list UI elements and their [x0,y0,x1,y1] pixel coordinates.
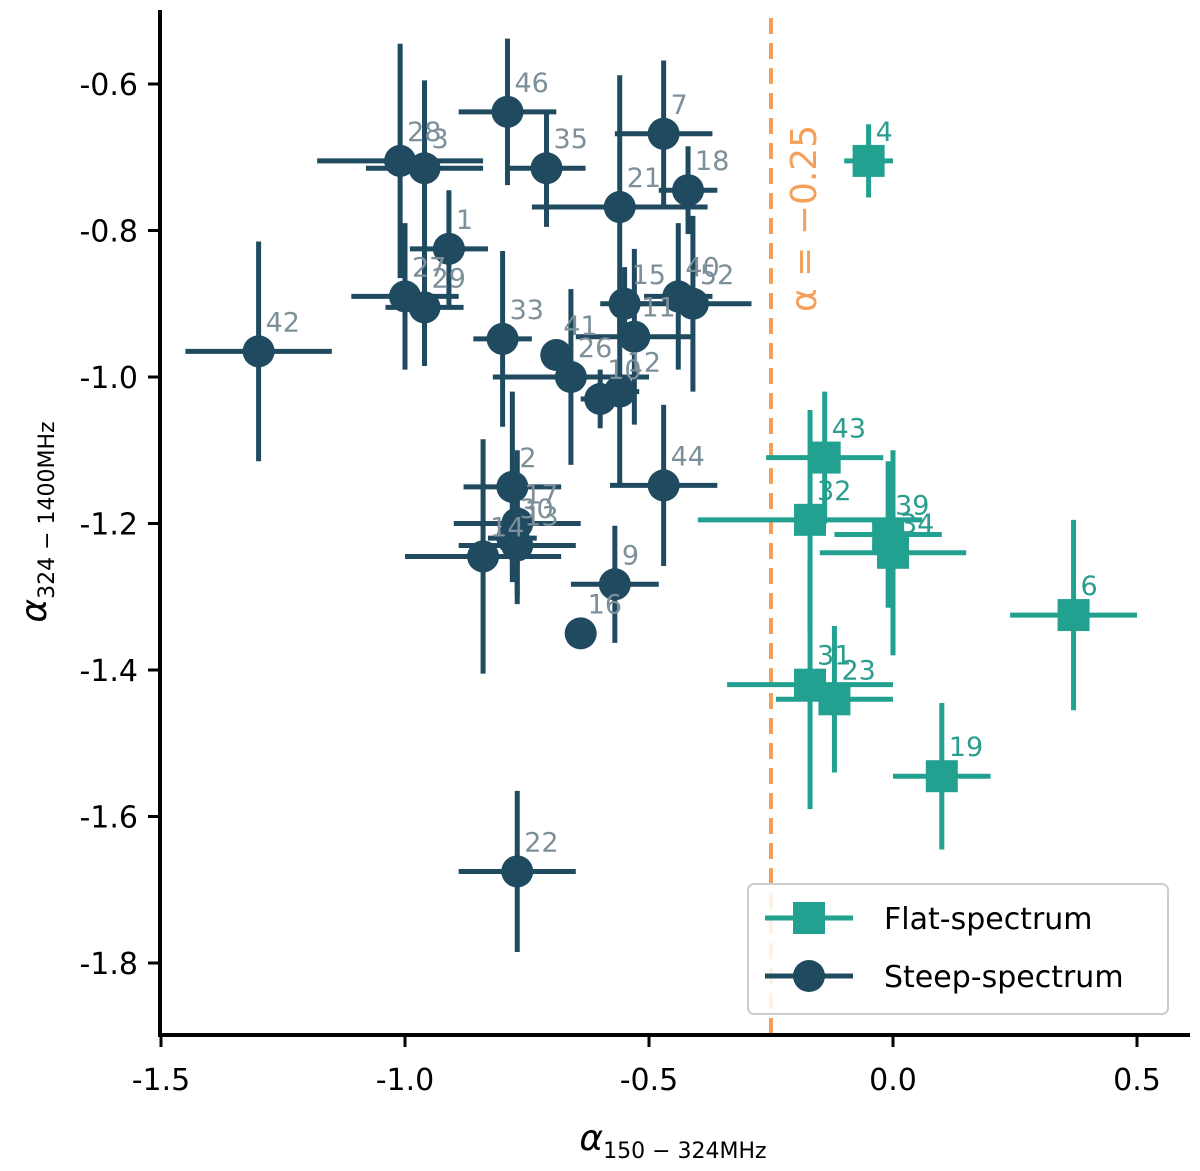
marker-steep-11 [618,320,651,353]
point-label-steep-41: 41 [563,311,597,342]
point-label-steep-11: 11 [641,293,675,324]
marker-steep-44 [647,469,680,502]
marker-steep-14 [467,540,500,573]
point-label-steep-10: 10 [607,355,641,386]
point-label-steep-2: 2 [519,443,536,474]
x-tick-label-1: -1.0 [376,1063,435,1098]
marker-steep-16 [564,617,597,650]
point-label-flat-39: 39 [895,490,929,521]
point-label-flat-32: 32 [817,476,851,507]
marker-steep-13 [501,529,534,562]
point-label-steep-16: 16 [588,589,622,620]
marker-flat-19 [925,760,958,793]
point-label-steep-7: 7 [671,90,688,121]
marker-flat-43 [808,441,841,474]
point-label-steep-15: 15 [632,260,666,291]
point-label-flat-31: 31 [817,641,851,672]
point-label-flat-43: 43 [832,414,866,445]
x-tick-label-3: 0.0 [869,1063,917,1098]
point-label-steep-46: 46 [514,68,548,99]
point-label-steep-35: 35 [554,124,588,155]
point-label-steep-14: 14 [490,512,524,543]
marker-steep-29 [408,291,441,324]
point-label-flat-34: 34 [900,509,934,540]
y-axis-title: α324 − 1400MHz [14,421,60,622]
marker-flat-34 [877,536,909,569]
marker-steep-46 [491,95,524,128]
marker-steep-42 [242,335,275,368]
marker-flat-23 [818,683,851,716]
point-label-steep-52: 52 [700,260,734,291]
marker-flat-32 [794,503,827,536]
marker-steep-9 [598,568,631,601]
x-tick-label-4: 0.5 [1113,1063,1161,1098]
marker-steep-21 [603,191,636,224]
y-tick-label-2: -1.0 [79,361,138,396]
threshold-layer: α = −0.25 [769,18,825,1035]
x-tick-label-2: -0.5 [620,1063,679,1098]
point-label-steep-30: 30 [519,494,553,525]
marker-steep-26 [554,361,587,393]
marker-steep-28 [384,144,417,177]
point-label-steep-21: 21 [627,163,661,194]
marker-steep-33 [486,322,519,355]
point-label-steep-28: 28 [407,117,441,148]
point-label-steep-9: 9 [622,540,639,571]
y-tick-label-6: -1.8 [79,947,138,982]
x-tick-label-0: -1.5 [132,1063,191,1098]
marker-steep-22 [501,855,534,888]
point-label-steep-26: 26 [578,333,612,364]
y-tick-label-5: -1.6 [79,801,138,836]
legend-marker-flat [793,902,825,934]
point-label-flat-23: 23 [841,655,875,686]
marker-steep-18 [672,174,705,207]
legend-label-flat: Flat-spectrum [884,902,1093,937]
point-label-steep-18: 18 [695,146,729,177]
legend: Flat-spectrum Steep-spectrum [747,883,1169,1015]
point-label-steep-42: 42 [266,307,300,338]
point-label-steep-1: 1 [456,205,473,236]
marker-steep-2 [496,470,529,503]
marker-layer [242,95,1090,888]
point-label-steep-22: 22 [524,827,558,858]
point-label-steep-44: 44 [671,441,705,472]
point-label-steep-17: 17 [524,480,558,511]
point-label-flat-4: 4 [876,117,893,148]
point-label-steep-33: 33 [510,295,544,326]
marker-steep-7 [647,117,680,150]
marker-steep-3 [408,152,441,185]
legend-marker-steep [793,960,825,992]
point-label-flat-6: 6 [1081,571,1098,602]
marker-steep-35 [530,152,563,185]
point-label-flat-19: 19 [949,732,983,763]
threshold-label: α = −0.25 [784,125,825,312]
y-tick-label-4: -1.4 [79,654,138,689]
marker-steep-15 [608,287,641,320]
point-label-steep-13: 13 [524,501,558,532]
marker-steep-52 [676,287,709,320]
marker-steep-1 [432,232,465,265]
point-label-steep-29: 29 [432,263,466,294]
y-tick-label-3: -1.2 [79,508,138,543]
y-tick-label-0: -0.6 [79,68,138,103]
axes-layer: -1.5 -1.0 -0.5 0.0 0.5 -0.6 -0.8 -1.0 -1.2 -1.4 -1… [14,10,1190,1164]
marker-flat-4 [852,144,885,177]
point-label-steep-12: 12 [627,348,661,379]
point-label-steep-27: 27 [412,252,446,283]
legend-label-steep: Steep-spectrum [884,960,1124,995]
y-tick-label-1: -0.8 [79,215,138,250]
marker-steep-10 [584,382,617,415]
point-label-steep-3: 3 [432,124,449,155]
x-axis-title: α150 − 324MHz [579,1118,766,1164]
point-label-steep-40: 40 [685,252,719,283]
marker-flat-6 [1057,599,1090,632]
